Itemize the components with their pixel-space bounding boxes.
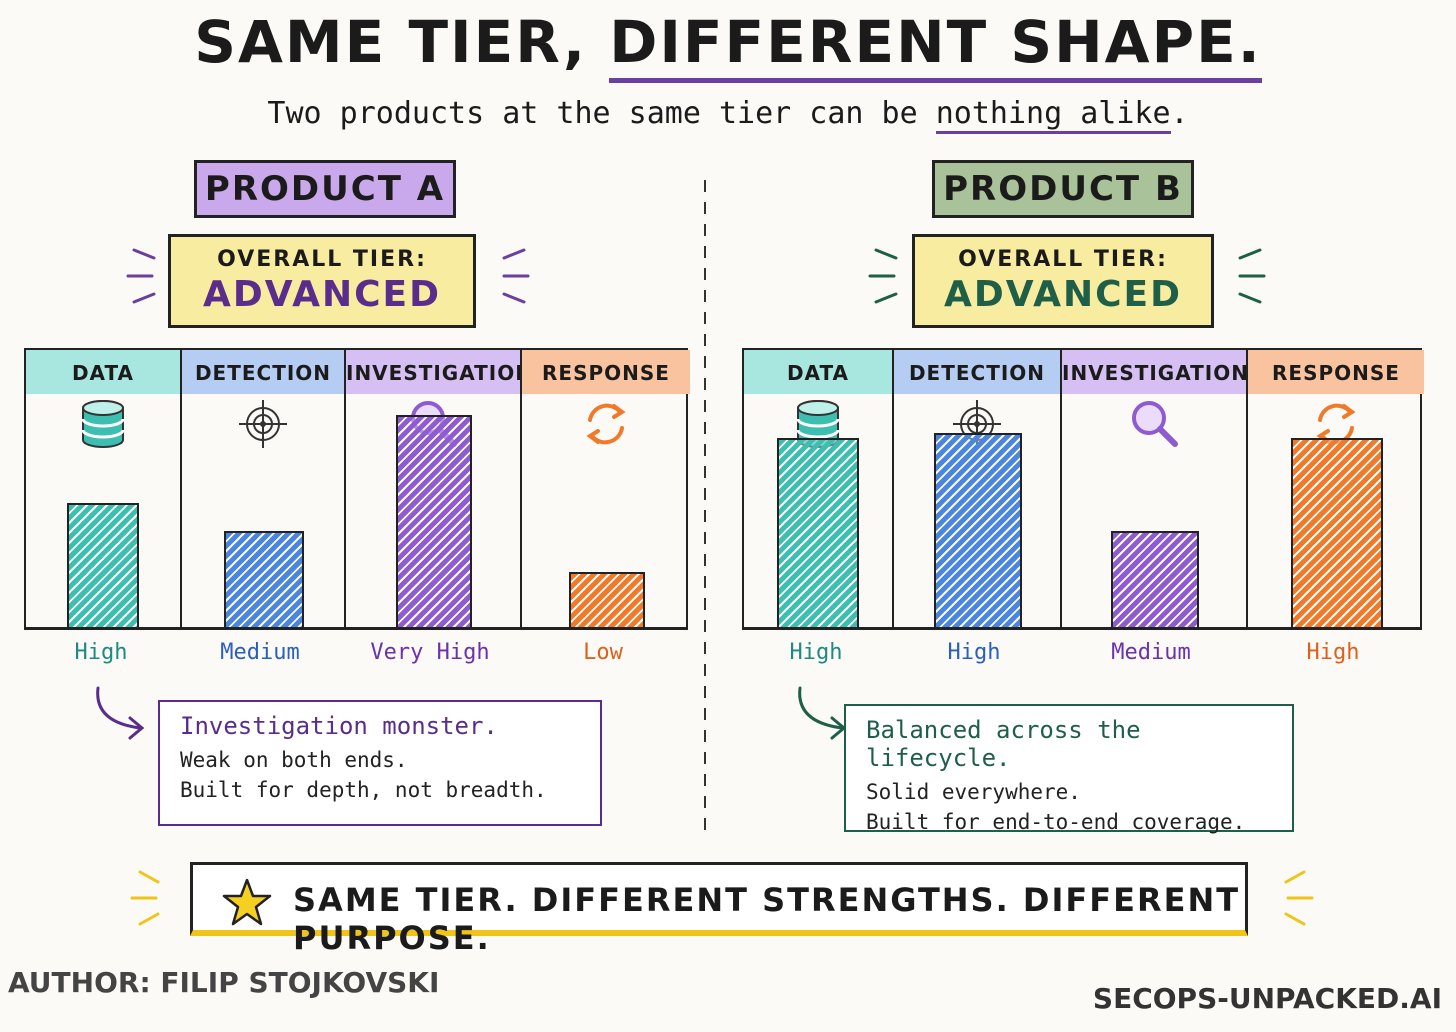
product-a-levels: High Medium Very High Low: [24, 0, 688, 665]
level-label: Very High: [370, 640, 490, 665]
note-line: Weak on both ends.: [180, 748, 408, 772]
database-icon: [77, 398, 129, 450]
product-b-baseline: [742, 627, 1422, 630]
product-b-levels: High High Medium High: [742, 0, 1422, 665]
note-heading: Balanced across the lifecycle.: [866, 716, 1141, 772]
bar-data: [777, 438, 859, 628]
product-b-tier-box: OVERALL TIER: ADVANCED: [912, 234, 1214, 328]
column-response: RESPONSE: [520, 350, 690, 628]
note-line: Solid everywhere.: [866, 780, 1081, 804]
category-label: INVESTIGATION: [346, 350, 532, 394]
product-a-label: PRODUCT A: [194, 160, 456, 218]
product-a-note: Investigation monster. Weak on both ends…: [158, 700, 602, 826]
column-detection: DETECTION: [892, 350, 1060, 628]
tier-value: ADVANCED: [943, 274, 1183, 315]
tier-label: OVERALL TIER:: [217, 247, 427, 272]
database-icon: [81, 400, 125, 448]
star-icon: [222, 878, 272, 926]
level-label: High: [789, 640, 843, 665]
refresh-icon: [586, 403, 626, 445]
bar-investigation: [396, 414, 472, 628]
category-label: DETECTION: [894, 350, 1060, 394]
arrow-icon: [96, 686, 145, 740]
bar-response: [569, 572, 645, 628]
level-label: High: [947, 640, 1001, 665]
target-icon: [237, 398, 289, 450]
product-a-baseline: [24, 627, 688, 630]
refresh-icon: [580, 398, 632, 450]
column-investigation: INVESTIGATION: [1060, 350, 1248, 628]
product-b-chart: DATA DETECTION INVESTIGATION RESPONSE: [742, 348, 1424, 628]
column-detection: DETECTION: [180, 350, 344, 628]
column-investigation: INVESTIGATION: [344, 350, 532, 628]
page-title: SAME TIER, DIFFERENT SHAPE.: [0, 8, 1456, 83]
emphasis-marks-banner-right: [1284, 870, 1314, 926]
emphasis-marks-right-b: [1238, 248, 1266, 304]
emphasis-marks-right-a: [502, 248, 530, 304]
magnifier-icon: [1132, 401, 1178, 447]
product-a-chart: DATA DETECTION INVESTIGATION RESPONSE: [24, 348, 690, 628]
column-data: DATA: [744, 350, 892, 628]
author-credit: AUTHOR: FILIP STOJKOVSKI: [8, 966, 440, 999]
divider-line: [704, 180, 706, 840]
note-line: Built for end-to-end coverage.: [866, 810, 1246, 834]
column-response: RESPONSE: [1246, 350, 1424, 628]
bar-response: [1291, 438, 1383, 628]
site-credit: SECOPS-UNPACKED.AI: [1092, 982, 1442, 1015]
bar-detection: [934, 433, 1022, 628]
product-b-label: PRODUCT B: [932, 160, 1194, 218]
tier-value: ADVANCED: [202, 274, 442, 315]
category-label: DETECTION: [182, 350, 344, 394]
target-icon: [239, 400, 287, 448]
emphasis-marks-left-a: [126, 248, 156, 304]
category-label: DATA: [26, 350, 180, 394]
bar-investigation: [1111, 530, 1199, 628]
level-label: Medium: [1111, 640, 1191, 665]
level-label: High: [74, 640, 128, 665]
tier-label: OVERALL TIER:: [958, 247, 1168, 272]
emphasis-marks-left-b: [868, 248, 898, 304]
product-a-tier-box: OVERALL TIER: ADVANCED: [168, 234, 476, 328]
level-label: High: [1306, 640, 1360, 665]
category-label: RESPONSE: [1248, 350, 1424, 394]
title-part2: DIFFERENT SHAPE.: [609, 8, 1262, 83]
bar-detection: [224, 530, 304, 628]
bar-data: [67, 502, 139, 628]
bottom-banner: SAME TIER. DIFFERENT STRENGTHS. DIFFEREN…: [190, 862, 1248, 957]
level-label: Medium: [220, 640, 300, 665]
note-heading: Investigation monster.: [180, 712, 498, 740]
column-data: DATA: [26, 350, 180, 628]
subtitle-emphasis: nothing alike: [935, 96, 1171, 134]
category-label: DATA: [744, 350, 892, 394]
product-b-note: Balanced across the lifecycle. Solid eve…: [844, 704, 1294, 834]
emphasis-marks-banner-left: [130, 870, 160, 926]
magnifier-icon: [1128, 398, 1180, 450]
note-line: Built for depth, not breadth.: [180, 778, 547, 802]
level-label: Low: [583, 640, 623, 665]
page-subtitle: Two products at the same tier can be not…: [0, 96, 1456, 134]
subtitle-pre: Two products at the same tier can be: [267, 96, 918, 131]
banner-text: SAME TIER. DIFFERENT STRENGTHS. DIFFEREN…: [293, 881, 1241, 957]
category-label: INVESTIGATION: [1062, 350, 1248, 394]
title-part1: SAME TIER,: [194, 8, 587, 76]
category-label: RESPONSE: [522, 350, 690, 394]
